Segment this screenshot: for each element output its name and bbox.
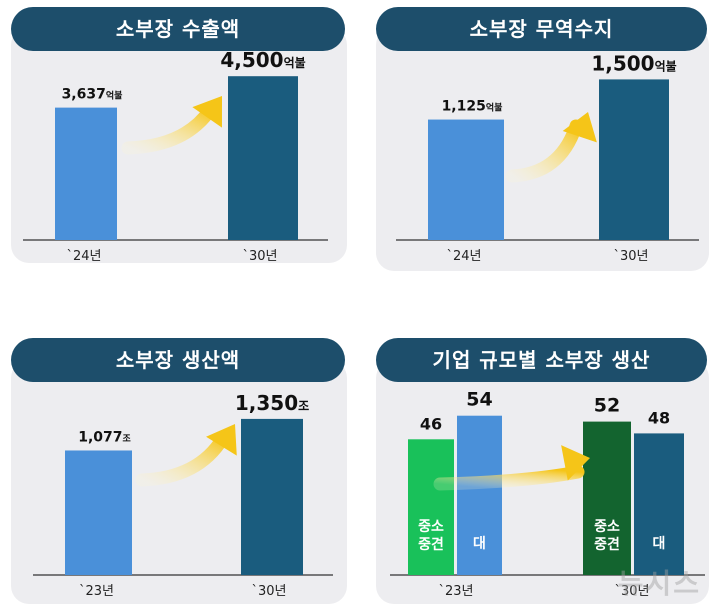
- growth-arrow-head: [561, 445, 590, 481]
- growth-arrow-shaft: [121, 103, 217, 155]
- x-tick-label: `24년: [66, 249, 101, 264]
- bar-base: [65, 450, 132, 575]
- chart-title-by-size: 기업 규모별 소부장 생산: [376, 338, 707, 382]
- data-label: 48: [648, 408, 670, 427]
- data-label-target: 1,500억불: [591, 51, 676, 75]
- data-label-base: 1,077조: [78, 429, 131, 445]
- x-tick-label: `30년: [242, 249, 277, 264]
- x-tick-label: `23년: [438, 584, 473, 599]
- x-tick-label: `30년: [614, 584, 649, 599]
- x-tick-label: `24년: [446, 249, 481, 264]
- series-label: 중견: [594, 536, 620, 553]
- growth-arrow-shaft: [433, 465, 585, 491]
- bar-large: [457, 415, 502, 575]
- chart-title-production: 소부장 생산액: [11, 338, 345, 382]
- growth-arrow-shaft: [135, 431, 230, 487]
- watermark-logo: 뉴시스: [617, 567, 701, 600]
- chart-title-export: 소부장 수출액: [11, 7, 345, 51]
- series-label: 중견: [418, 536, 444, 553]
- bar-target: [599, 79, 669, 240]
- data-label: 46: [420, 414, 442, 433]
- bar-base: [428, 119, 504, 240]
- series-label: 중소: [594, 519, 620, 535]
- growth-arrow-head: [192, 96, 222, 128]
- growth-arrow-head: [206, 424, 237, 456]
- bar-target: [241, 418, 303, 575]
- data-label-base: 1,125억불: [442, 99, 503, 115]
- x-tick-label: `30년: [613, 249, 648, 264]
- x-tick-label: `23년: [79, 584, 114, 599]
- data-label: 52: [594, 395, 620, 417]
- bar-sme: [408, 439, 454, 575]
- series-label: 대: [473, 536, 486, 552]
- growth-arrow-head: [562, 112, 597, 143]
- data-label: 54: [466, 389, 492, 411]
- data-label-base: 3,637억불: [62, 87, 123, 103]
- x-tick-label: `30년: [251, 584, 286, 599]
- chart-title-trade-balance: 소부장 무역수지: [376, 7, 707, 51]
- bar-target: [228, 76, 298, 240]
- series-label: 대: [653, 536, 666, 552]
- bar-sme: [583, 421, 631, 575]
- series-label: 중소: [418, 519, 444, 535]
- bar-large: [634, 433, 684, 575]
- data-label-target: 4,500억불: [220, 48, 305, 72]
- growth-arrow-shaft: [505, 119, 583, 183]
- data-label-target: 1,350조: [235, 391, 309, 415]
- bar-base: [55, 107, 117, 241]
